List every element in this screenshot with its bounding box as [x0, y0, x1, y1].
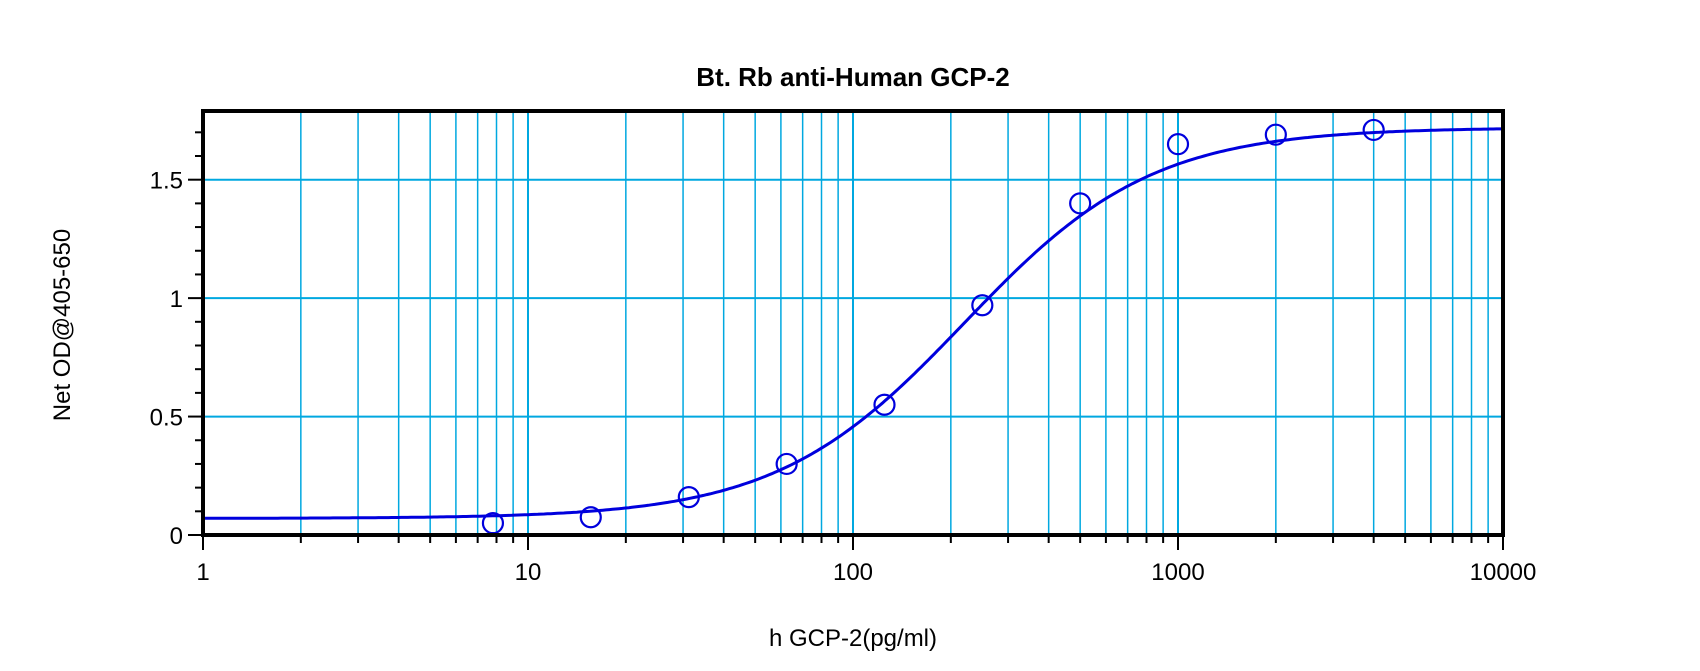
y-tick-label: 1.5 — [150, 168, 183, 195]
data-point — [1069, 192, 1092, 215]
ticks — [188, 131, 1504, 550]
chart-title: Bt. Rb anti-Human GCP-2 — [696, 62, 1009, 92]
y-tick-label: 0.5 — [150, 405, 183, 432]
y-axis-label: Net OD@405-650 — [49, 229, 76, 421]
data-point — [579, 506, 602, 529]
grid — [203, 111, 1503, 535]
data-point — [677, 486, 700, 509]
y-tick-label: 1 — [170, 286, 183, 313]
fit-curve — [203, 127, 1503, 520]
data-point — [775, 452, 798, 476]
x-tick-label: 1 — [196, 559, 209, 586]
x-tick-label: 10000 — [1470, 559, 1537, 586]
data-point — [1362, 118, 1385, 142]
data-point — [1166, 133, 1190, 156]
x-tick-label: 10 — [515, 559, 542, 586]
data-points — [481, 118, 1385, 535]
data-point — [971, 294, 994, 317]
data-point — [873, 393, 896, 416]
x-axis-label: h GCP-2(pg/ml) — [769, 625, 937, 652]
x-tick-label: 1000 — [1151, 559, 1204, 586]
data-point — [1264, 123, 1287, 146]
plot-frame — [201, 109, 1505, 537]
y-tick-label: 0 — [170, 523, 183, 550]
tick-labels: 1 10 100 1000 10000 0 0.5 1 1.5 — [150, 168, 1537, 586]
x-tick-label: 100 — [833, 559, 873, 586]
